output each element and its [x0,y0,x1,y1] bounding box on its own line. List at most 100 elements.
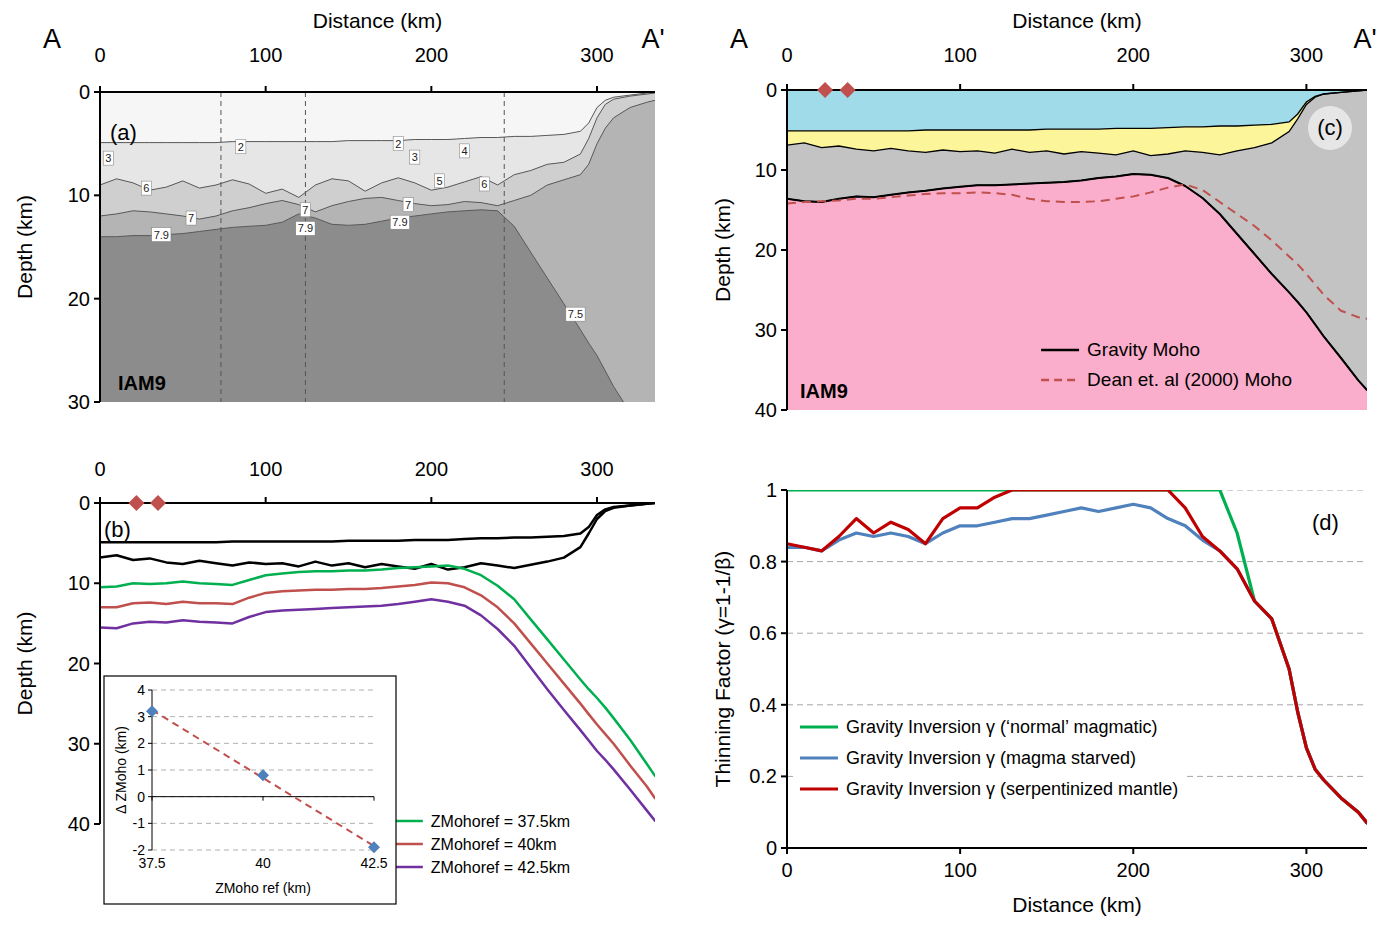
y-tick-label: 40 [755,399,777,421]
annotation: 3 [105,152,111,164]
x-tick-label: 100 [943,44,976,66]
legend-label: Gravity Inversion γ (serpentinized mantl… [846,779,1178,799]
annotation-box [186,211,196,225]
inset-point [257,769,269,781]
annotation-box [479,177,489,191]
x-axis-title: Distance (km) [1012,893,1142,916]
x-axis-title: Distance (km) [1012,9,1142,32]
layer-boundary [100,100,655,219]
layer-boundary [100,93,655,197]
y-axis-title: Depth (km) [711,198,734,302]
x-tick [596,86,598,92]
y-tick [148,796,152,797]
annotation-box [152,228,171,242]
series-line [787,184,1367,318]
legend-swatch [800,787,838,790]
panel-badge [1308,106,1352,150]
panel-label: (d) [1312,510,1339,535]
y-axis-title: Δ ZMoho (km) [113,726,129,814]
legend: ZMohoref = 37.5kmZMohoref = 40kmZMohoref… [385,813,570,876]
axes: 01002003000102030 [68,44,655,413]
series-line [787,504,1367,823]
annotation-box [141,181,151,195]
marker [128,495,144,511]
y-tick [148,770,152,771]
x-tick-label: 100 [249,458,282,480]
layer-boundary [100,92,655,143]
x-tick [265,497,267,503]
annotation-box [393,137,403,151]
profile-start: A [730,24,748,54]
y-tick-label: 0.6 [749,622,777,644]
y-tick [94,823,100,825]
annotation: 7 [302,204,308,216]
annotation: 6 [481,178,487,190]
x-axis-line [100,91,655,93]
y-tick-label: 10 [755,159,777,181]
series-line [100,503,655,542]
inset: 37.54042.5-2-101234ZMoho ref (km)Δ ZMoho… [104,676,396,904]
annotation-box [566,307,585,321]
panel: 01002003000102030Distance (km)Depth (km)… [13,9,665,449]
fit-line [152,710,374,846]
inset-frame [104,676,396,904]
y-axis-title: Thinning Factor (γ=1-1/β) [711,551,734,788]
vertical-line [220,92,221,402]
x-tick-label: 300 [1290,859,1323,881]
x-tick [265,86,267,92]
annotation-box [296,221,315,235]
y-tick [781,169,787,171]
y-tick [94,502,100,504]
x-tick-label: 0 [781,859,792,881]
annotation-box [435,174,445,188]
legend-label: ZMohoref = 40km [431,836,557,853]
layer [787,90,1367,390]
profile-end: A' [1353,24,1376,54]
x-tick [1132,84,1134,90]
x-tick-label: 200 [415,44,448,66]
y-axis-line [99,92,101,402]
x-tick-label: 0 [94,458,105,480]
annotation: 7.9 [154,229,169,241]
legend-swatch [800,756,838,759]
x-tick-label: 0 [94,44,105,66]
annotation: 7.9 [298,222,313,234]
x-tick [596,497,598,503]
x-tick [1132,848,1134,854]
series-line [787,174,1367,390]
figure: 01002003000102030Distance (km)Depth (km)… [0,0,1386,931]
grid-line [787,633,1367,634]
y-tick [781,561,787,563]
legend-label: Dean et. al (2000) Moho [1087,369,1292,390]
y-tick-label: 10 [68,572,90,594]
y-tick [781,89,787,91]
axes: 010020030000.20.40.60.81 [749,479,1367,881]
plot-background [787,90,1367,410]
y-tick-label: 30 [755,319,777,341]
y-tick [94,194,100,196]
y-tick [94,91,100,93]
x-axis-line [787,89,1367,91]
legend-label: Gravity Moho [1087,339,1200,360]
legend-label: Gravity Inversion γ (magma starved) [846,748,1136,768]
x-tick-label: 42.5 [360,855,387,871]
y-tick [781,775,787,777]
annotation: 4 [461,145,467,157]
marker [840,82,856,98]
panel-label: (b) [104,517,131,542]
y-tick-label: 0.2 [749,765,777,787]
y-tick-label: 1 [766,479,777,501]
panel-label: (a) [110,120,137,145]
x-tick-label: 0 [781,44,792,66]
legend-swatch [800,725,838,728]
y-tick [781,704,787,706]
legend-label: ZMohoref = 37.5km [431,813,570,830]
y-tick [148,850,152,851]
x-tick-label: 300 [580,44,613,66]
panel: 0100200300010203040Distance (km)Depth (k… [711,9,1377,421]
annotation: 6 [143,182,149,194]
layer-boundary [787,90,1367,131]
vertical-line [305,92,306,402]
marker [150,495,166,511]
annotation: 7.9 [392,216,407,228]
